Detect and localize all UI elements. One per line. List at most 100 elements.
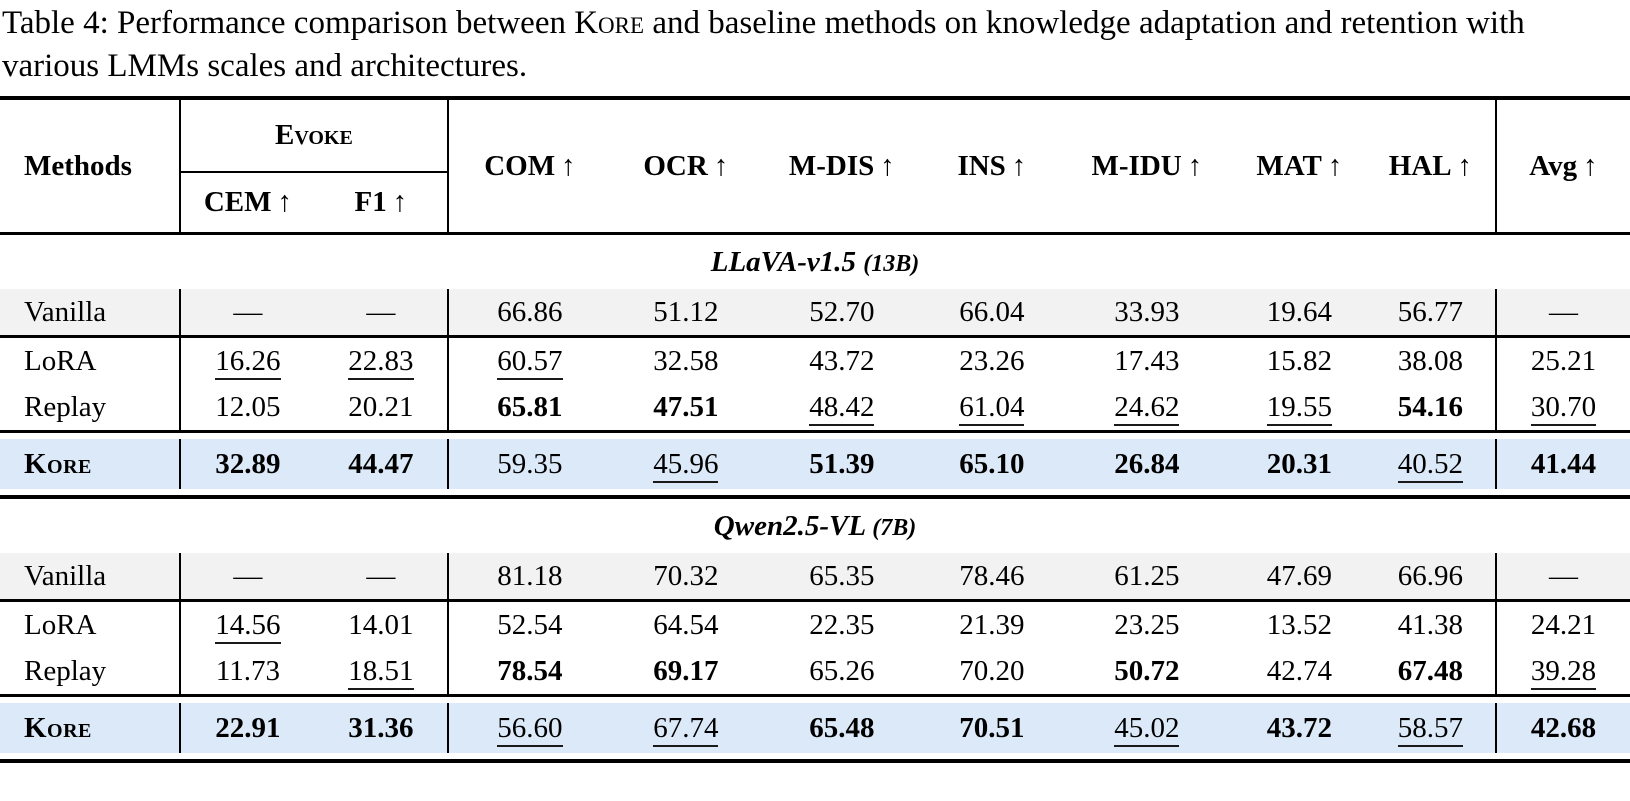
metric-value: 22.35 <box>809 608 875 641</box>
metric-value: 42.74 <box>1266 654 1332 687</box>
metric-cell: 65.10 <box>922 439 1061 490</box>
metric-cell: 70.51 <box>922 703 1061 754</box>
up-arrow-icon: ↑ <box>1583 149 1598 182</box>
col-header-avg-label: Avg <box>1529 149 1578 182</box>
metric-value: 41.44 <box>1530 447 1597 480</box>
col-header-methods: Methods <box>0 97 180 236</box>
metric-cell: 20.31 <box>1232 439 1366 490</box>
table-body: LLaVA-v1.5 (13B) Vanilla — —66.86 51.12 52.70… <box>0 234 1630 764</box>
metric-value: 43.72 <box>809 344 875 377</box>
metric-cell: 11.73 <box>178 648 315 698</box>
section-model-name: Qwen2.5-VL <box>713 509 873 542</box>
metric-cell: 70.20 <box>922 648 1061 698</box>
metric-value: 22.91 <box>215 711 281 744</box>
metric-value: — <box>1548 295 1578 328</box>
metric-value: 33.93 <box>1114 295 1180 328</box>
table-row-lora: LoRA 14.56 14.01 52.54 64.54 22.35 21.39 23.25 1… <box>0 600 1630 649</box>
metric-cell: 45.02 <box>1060 703 1233 754</box>
metric-cell: 65.81 <box>446 384 611 434</box>
metric-value: 45.02 <box>1114 711 1180 747</box>
metric-cell: 66.96 <box>1365 553 1496 603</box>
metric-value: 67.48 <box>1397 654 1463 687</box>
caption-text-after: and baseline methods on knowledge adapta… <box>2 5 1525 84</box>
up-arrow-icon: ↑ <box>277 186 293 219</box>
metric-cell: 64.54 <box>611 601 761 649</box>
col-header-ins: INS ↑ <box>922 97 1061 236</box>
metric-cell: 81.18 <box>446 553 611 603</box>
row-gap <box>0 489 1630 496</box>
metric-cell: 65.48 <box>760 703 923 754</box>
metric-value: 25.21 <box>1530 344 1597 377</box>
method-cell: Kore <box>0 439 180 490</box>
col-header-cem: CEM ↑ <box>178 171 315 236</box>
col-header-m-dis: M-DIS ↑ <box>760 97 923 236</box>
col-header-m-idu-label: M-IDU <box>1091 149 1182 182</box>
metric-cell: 22.35 <box>761 601 923 649</box>
metric-cell: 78.54 <box>446 648 611 698</box>
metric-cell: 66.04 <box>922 289 1061 339</box>
metric-value: 78.46 <box>959 559 1025 592</box>
metric-cell: 51.39 <box>760 439 923 490</box>
table-row-kore: Kore 22.91 31.36 56.60 67.74 65.48 70.51 45.02 4… <box>0 703 1630 754</box>
metric-value: — <box>366 559 396 592</box>
up-arrow-icon: ↑ <box>561 149 576 182</box>
metric-cell: 52.70 <box>760 289 923 339</box>
metric-value: 67.74 <box>653 711 719 747</box>
metric-value: — <box>366 295 396 328</box>
metric-value: 52.54 <box>497 608 563 641</box>
metric-cell: 30.70 <box>1494 384 1630 434</box>
metric-value: 69.17 <box>653 654 719 687</box>
metric-cell: 20.21 <box>314 384 448 434</box>
col-header-hal-label: HAL <box>1388 149 1452 182</box>
metric-cell: 23.25 <box>1061 601 1233 649</box>
table-row-replay: Replay 12.05 20.21 65.81 47.51 48.42 61.04 24.6… <box>0 384 1630 434</box>
metric-cell: 33.93 <box>1060 289 1233 339</box>
metric-cell: 41.44 <box>1494 439 1630 490</box>
metric-value: 19.64 <box>1266 295 1332 328</box>
metric-cell: 50.72 <box>1060 648 1233 698</box>
section-title: LLaVA-v1.5 (13B) <box>0 234 1630 290</box>
metric-value: 14.56 <box>215 608 281 644</box>
metric-value: 70.20 <box>959 654 1025 687</box>
metric-value: 59.35 <box>497 447 563 480</box>
metric-cell: 43.72 <box>1232 703 1366 754</box>
metric-value: 32.89 <box>215 447 281 480</box>
metric-cell: 54.16 <box>1365 384 1496 434</box>
metric-cell: 47.51 <box>610 384 761 434</box>
metric-value: 12.05 <box>215 390 281 423</box>
metric-cell: 48.42 <box>760 384 923 434</box>
metric-cell: 42.68 <box>1494 703 1630 754</box>
metric-cell: 12.05 <box>178 384 315 434</box>
metric-value: 66.04 <box>959 295 1025 328</box>
metric-cell: 67.48 <box>1365 648 1496 698</box>
col-header-com-label: COM <box>484 149 556 182</box>
metric-value: 11.73 <box>215 654 280 687</box>
col-header-mat: MAT ↑ <box>1232 97 1366 236</box>
metric-cell: 18.51 <box>314 648 448 698</box>
metric-cell: 22.83 <box>315 337 448 385</box>
metric-cell: 22.91 <box>178 703 315 754</box>
metric-value: 66.86 <box>497 295 563 328</box>
method-cell: Replay <box>0 384 180 434</box>
table-row-lora: LoRA 16.26 22.83 60.57 32.58 43.72 23.26 17.43 1… <box>0 336 1630 385</box>
metric-value: — <box>233 295 263 328</box>
up-arrow-icon: ↑ <box>1457 149 1473 182</box>
metric-value: 38.08 <box>1397 344 1463 377</box>
metric-cell: 44.47 <box>314 439 448 490</box>
metric-value: 39.28 <box>1530 654 1597 690</box>
metric-value: 65.35 <box>809 559 875 592</box>
metric-value: 56.60 <box>497 711 563 747</box>
metric-value: 60.57 <box>497 344 563 380</box>
results-table: Methods Evoke COM ↑ OCR ↑ M-DIS ↑ INS ↑ M-IDU ↑ MAT ↑… <box>0 95 1630 764</box>
table-row-vanilla: Vanilla — — 66.86 51.12 52.70 66.04 33.93 19.64 5… <box>0 289 1630 339</box>
metric-value: 22.83 <box>348 344 414 380</box>
metric-value: 30.70 <box>1530 390 1597 426</box>
spacer-cell <box>0 753 1630 760</box>
metric-cell: 25.21 <box>1494 336 1630 385</box>
metric-cell: 40.52 <box>1365 439 1496 490</box>
metric-value: 17.43 <box>1114 344 1180 377</box>
method-cell: LoRA <box>24 344 97 377</box>
metric-cell: 39.28 <box>1494 648 1630 698</box>
metric-cell: 15.82 <box>1233 337 1366 385</box>
metric-value: 64.54 <box>653 608 719 641</box>
